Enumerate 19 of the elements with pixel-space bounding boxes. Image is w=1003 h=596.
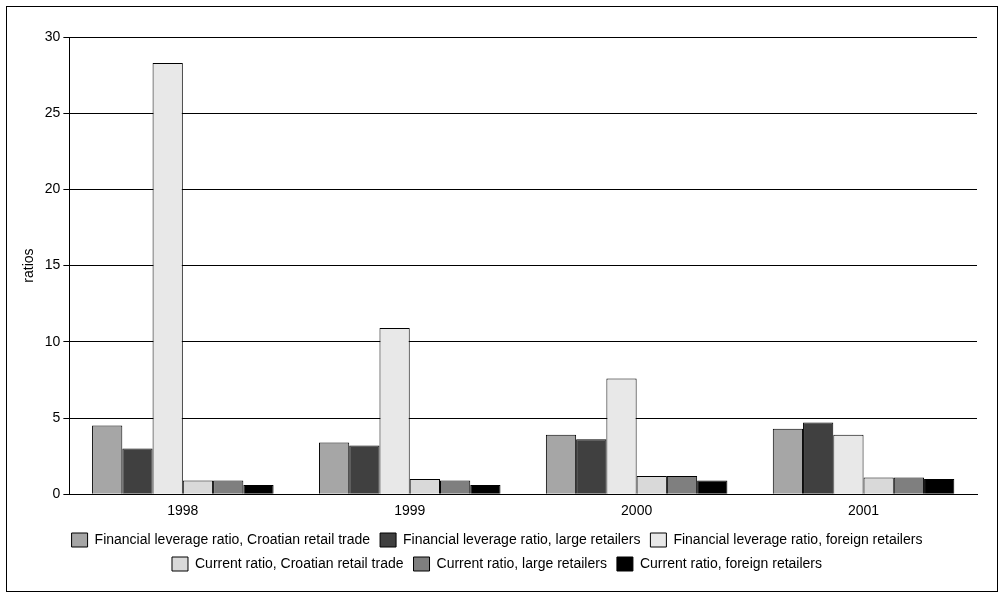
y-tick-label: 20	[44, 180, 61, 197]
legend-label: Current ratio, Croatian retail trade	[194, 554, 404, 571]
y-tick-label: 0	[52, 485, 61, 502]
legend-label: Current ratio, large retailers	[436, 554, 607, 571]
y-tick-label: 30	[44, 27, 61, 44]
y-tick-label: 15	[44, 256, 61, 273]
legend-label: Financial leverage ratio, Croatian retail trade	[94, 530, 371, 547]
y-tick-label: 5	[52, 408, 61, 425]
y-tick-label: 10	[44, 332, 61, 349]
x-tick-label: 2000	[621, 502, 653, 519]
x-tick-label: 1999	[394, 502, 426, 519]
legend-label: Financial leverage ratio, foreign retailers	[673, 530, 923, 547]
legend-label: Current ratio, foreign retailers	[639, 554, 823, 571]
y-axis-title: ratios	[20, 248, 37, 283]
bar	[243, 485, 274, 494]
x-tick-label: 1998	[167, 502, 199, 519]
x-tick-label: 2001	[847, 502, 880, 519]
legend-label: Financial leverage ratio, large retailers	[403, 530, 641, 547]
y-tick-label: 25	[44, 104, 61, 121]
